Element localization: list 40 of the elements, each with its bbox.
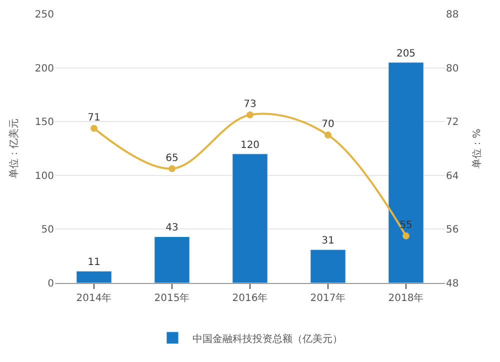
data-label: 55: [400, 220, 412, 232]
y2-tick-label: 56: [446, 224, 459, 236]
x-tick-label: 2015年: [154, 292, 190, 304]
point: [402, 232, 410, 240]
data-label: 70: [322, 119, 334, 130]
bar: [76, 270, 112, 283]
data-label: 11: [88, 257, 100, 268]
point: [324, 132, 332, 139]
data-label: 43: [166, 222, 178, 234]
y-tick-label: 150: [34, 117, 54, 128]
data-label: 205: [396, 48, 416, 60]
y-tick-label: 100: [34, 170, 54, 182]
bar: [154, 236, 190, 283]
y-tick-label: 200: [34, 63, 54, 74]
y2-tick-label: 72: [446, 117, 459, 128]
data-label: 31: [322, 236, 334, 247]
y-tick-label: 0: [48, 278, 54, 290]
x-tick-label: 2016年: [232, 292, 268, 304]
y-tick-label: 250: [34, 10, 54, 20]
x-tick-label: 2018年: [388, 292, 424, 304]
data-label: 71: [88, 112, 100, 124]
y2-axis-title: 单位：%: [471, 128, 484, 168]
point: [90, 124, 98, 132]
point: [168, 165, 176, 172]
y2-tick-label: 80: [446, 63, 459, 74]
bar: [232, 154, 268, 283]
data-label: 65: [166, 152, 178, 164]
y2-tick-label: 88: [446, 10, 459, 20]
bar: [388, 62, 424, 283]
y2-tick-label: 48: [446, 278, 459, 290]
data-label: 73: [244, 99, 256, 110]
bar: [310, 249, 346, 283]
y-tick-label: 50: [41, 224, 54, 236]
x-tick-label: 2014年: [76, 292, 112, 304]
y2-tick-label: 64: [446, 170, 459, 182]
point: [246, 111, 254, 118]
x-tick-label: 2017年: [310, 292, 346, 304]
data-label: 120: [240, 140, 260, 151]
legend-label: 中国金融科技投资总额（亿美元）: [192, 332, 342, 345]
y-axis-title: 单位：亿美元: [8, 118, 20, 178]
